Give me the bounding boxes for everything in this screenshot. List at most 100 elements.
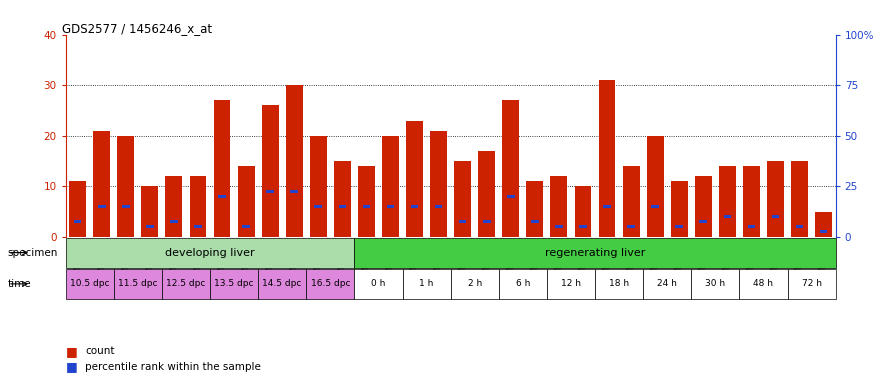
Bar (314, 205, 322, 208)
Text: ■: ■ (66, 345, 77, 358)
Bar (579, 225, 587, 228)
Bar (142, 186, 158, 237)
Bar (258, 269, 306, 299)
Bar (820, 230, 828, 233)
Bar (262, 105, 278, 237)
Bar (435, 205, 443, 208)
Bar (266, 190, 274, 193)
Bar (499, 269, 547, 299)
Bar (502, 100, 519, 237)
Bar (527, 181, 543, 237)
Bar (122, 205, 130, 208)
Text: 16.5 dpc: 16.5 dpc (311, 280, 350, 288)
Bar (310, 136, 326, 237)
Bar (691, 269, 739, 299)
Bar (743, 166, 760, 237)
Text: 14.5 dpc: 14.5 dpc (262, 280, 302, 288)
Bar (290, 190, 298, 193)
Bar (430, 131, 447, 237)
Text: developing liver: developing liver (165, 248, 255, 258)
Bar (165, 176, 182, 237)
Bar (458, 220, 466, 223)
Bar (598, 80, 615, 237)
Bar (719, 166, 736, 237)
Bar (507, 195, 514, 198)
Bar (647, 136, 663, 237)
Bar (94, 131, 110, 237)
Bar (306, 269, 354, 299)
Bar (550, 176, 567, 237)
Text: 12 h: 12 h (561, 280, 581, 288)
Bar (210, 269, 258, 299)
Text: specimen: specimen (8, 248, 59, 258)
Bar (451, 269, 499, 299)
Text: 18 h: 18 h (609, 280, 629, 288)
Bar (387, 205, 395, 208)
Text: 1 h: 1 h (419, 280, 434, 288)
Bar (643, 269, 691, 299)
Bar (354, 269, 402, 299)
Bar (358, 166, 374, 237)
Bar (695, 176, 711, 237)
Bar (382, 136, 399, 237)
Text: time: time (8, 279, 31, 289)
Bar (194, 225, 202, 228)
Bar (623, 166, 640, 237)
Bar (671, 181, 688, 237)
Bar (362, 205, 370, 208)
Bar (218, 195, 226, 198)
Bar (146, 225, 154, 228)
Text: 10.5 dpc: 10.5 dpc (70, 280, 109, 288)
Bar (410, 205, 418, 208)
Text: 2 h: 2 h (467, 280, 482, 288)
Bar (772, 215, 780, 218)
Bar (402, 269, 451, 299)
Text: count: count (85, 346, 115, 356)
Bar (190, 176, 206, 237)
Bar (238, 166, 255, 237)
Bar (483, 220, 491, 223)
Text: ■: ■ (66, 360, 77, 373)
Bar (339, 205, 346, 208)
Bar (286, 85, 303, 237)
Bar (767, 161, 784, 237)
Text: percentile rank within the sample: percentile rank within the sample (85, 362, 261, 372)
Bar (74, 220, 81, 223)
Bar (603, 205, 611, 208)
Bar (575, 186, 592, 237)
Bar (214, 100, 230, 237)
Bar (595, 269, 643, 299)
Bar (454, 161, 471, 237)
Bar (170, 220, 178, 223)
Text: 24 h: 24 h (657, 280, 677, 288)
Bar (627, 225, 635, 228)
Bar (66, 269, 114, 299)
Text: GDS2577 / 1456246_x_at: GDS2577 / 1456246_x_at (62, 22, 212, 35)
Bar (739, 269, 788, 299)
Text: 30 h: 30 h (705, 280, 725, 288)
Bar (547, 269, 595, 299)
Text: 48 h: 48 h (753, 280, 774, 288)
Bar (334, 161, 351, 237)
Bar (114, 269, 162, 299)
Bar (242, 225, 250, 228)
Bar (788, 269, 836, 299)
Bar (406, 121, 423, 237)
Text: 13.5 dpc: 13.5 dpc (214, 280, 254, 288)
Bar (791, 161, 808, 237)
Text: 6 h: 6 h (515, 280, 530, 288)
Bar (651, 205, 659, 208)
Bar (816, 212, 832, 237)
Bar (162, 269, 210, 299)
Bar (66, 238, 354, 268)
Bar (676, 225, 683, 228)
Bar (117, 136, 134, 237)
Bar (724, 215, 732, 218)
Bar (555, 225, 563, 228)
Text: 72 h: 72 h (802, 280, 822, 288)
Bar (747, 225, 755, 228)
Text: 0 h: 0 h (371, 280, 386, 288)
Text: regenerating liver: regenerating liver (545, 248, 645, 258)
Text: 11.5 dpc: 11.5 dpc (118, 280, 158, 288)
Bar (795, 225, 803, 228)
